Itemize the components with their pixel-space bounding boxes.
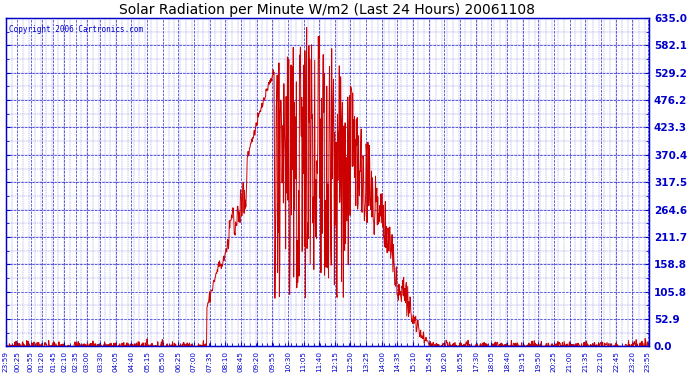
Text: Copyright 2006 Cartronics.com: Copyright 2006 Cartronics.com xyxy=(9,24,143,33)
Title: Solar Radiation per Minute W/m2 (Last 24 Hours) 20061108: Solar Radiation per Minute W/m2 (Last 24… xyxy=(119,3,535,17)
